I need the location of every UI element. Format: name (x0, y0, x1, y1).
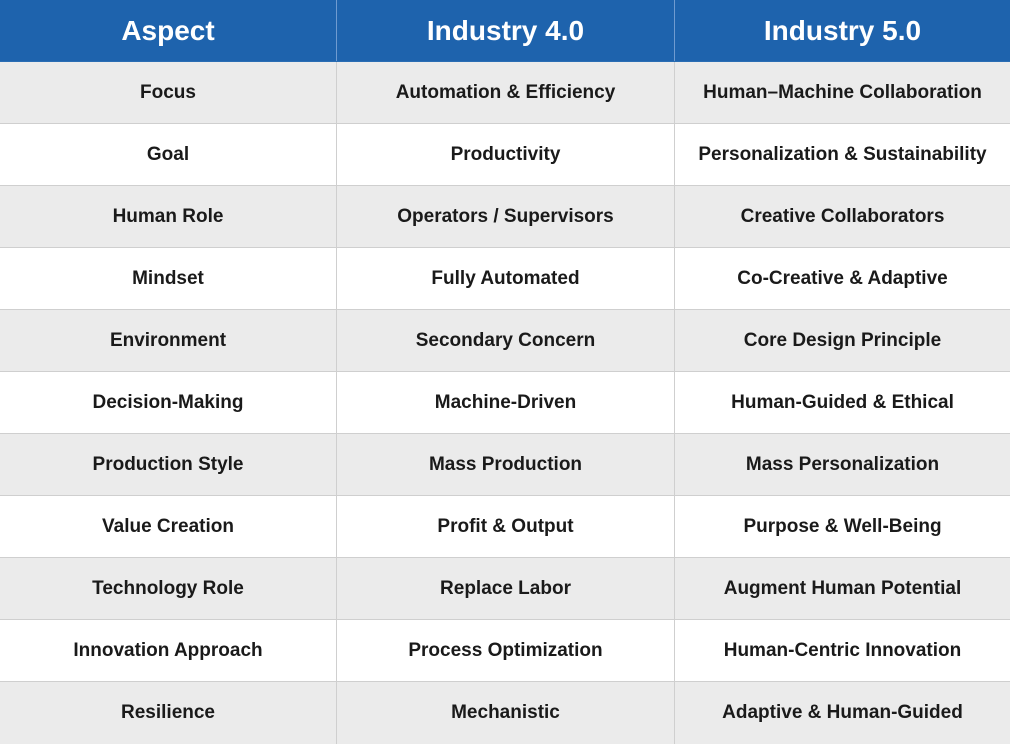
cell-aspect: Production Style (0, 434, 337, 495)
cell-industry-4: Operators / Supervisors (337, 186, 675, 247)
cell-industry-4: Process Optimization (337, 620, 675, 681)
cell-aspect: Environment (0, 310, 337, 371)
table-row: Resilience Mechanistic Adaptive & Human-… (0, 682, 1010, 744)
cell-industry-4: Mechanistic (337, 682, 675, 744)
cell-aspect: Human Role (0, 186, 337, 247)
table-row: Production Style Mass Production Mass Pe… (0, 434, 1010, 496)
table-row: Focus Automation & Efficiency Human–Mach… (0, 62, 1010, 124)
cell-aspect: Focus (0, 62, 337, 123)
cell-industry-4: Mass Production (337, 434, 675, 495)
cell-industry-5: Augment Human Potential (723, 577, 962, 599)
cell-aspect: Value Creation (0, 496, 337, 557)
cell-industry-4: Fully Automated (337, 248, 675, 309)
table-row: Mindset Fully Automated Co-Creative & Ad… (0, 248, 1010, 310)
cell-industry-5: Human–Machine Collaboration (703, 81, 982, 103)
header-aspect: Aspect (0, 0, 337, 61)
table-row: Value Creation Profit & Output Purpose &… (0, 496, 1010, 558)
cell-industry-5: Human-Guided & Ethical (731, 391, 954, 413)
cell-industry-4: Profit & Output (337, 496, 675, 557)
cell-industry-5: Creative Collaborators (740, 205, 945, 227)
cell-industry-4: Secondary Concern (337, 310, 675, 371)
cell-industry-5: Purpose & Well-Being (743, 515, 942, 537)
cell-industry-5: Mass Personalization (745, 453, 940, 475)
header-industry-4: Industry 4.0 (337, 0, 675, 61)
cell-industry-5: Personalization & Sustainability (698, 143, 987, 165)
cell-aspect: Mindset (0, 248, 337, 309)
cell-aspect: Innovation Approach (0, 620, 337, 681)
cell-aspect: Technology Role (0, 558, 337, 619)
table-row: Goal Productivity Personalization & Sust… (0, 124, 1010, 186)
table-header-row: Aspect Industry 4.0 Industry 5.0 (0, 0, 1010, 62)
table-row: Innovation Approach Process Optimization… (0, 620, 1010, 682)
cell-aspect: Goal (0, 124, 337, 185)
table-row: Human Role Operators / Supervisors Creat… (0, 186, 1010, 248)
cell-aspect: Decision-Making (0, 372, 337, 433)
cell-industry-4: Machine-Driven (337, 372, 675, 433)
cell-industry-5: Core Design Principle (743, 329, 942, 351)
cell-industry-5: Adaptive & Human-Guided (722, 702, 963, 723)
table-row: Environment Secondary Concern Core Desig… (0, 310, 1010, 372)
cell-industry-4: Replace Labor (337, 558, 675, 619)
cell-aspect: Resilience (0, 682, 337, 744)
cell-industry-5: Human-Centric Innovation (723, 639, 962, 661)
cell-industry-4: Productivity (337, 124, 675, 185)
cell-industry-4: Automation & Efficiency (337, 62, 675, 123)
cell-industry-5: Co-Creative & Adaptive (737, 267, 948, 289)
table-row: Technology Role Replace Labor Augment Hu… (0, 558, 1010, 620)
header-industry-5: Industry 5.0 (763, 14, 922, 46)
table-row: Decision-Making Machine-Driven Human-Gui… (0, 372, 1010, 434)
